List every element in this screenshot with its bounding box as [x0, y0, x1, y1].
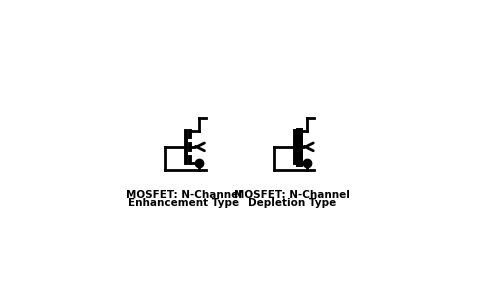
Text: MOSFET: N-Channel: MOSFET: N-Channel: [234, 190, 350, 200]
Text: MOSFET: N-Channel: MOSFET: N-Channel: [126, 190, 241, 200]
Text: Depletion Type: Depletion Type: [248, 198, 336, 208]
Text: Enhancement Type: Enhancement Type: [128, 198, 239, 208]
